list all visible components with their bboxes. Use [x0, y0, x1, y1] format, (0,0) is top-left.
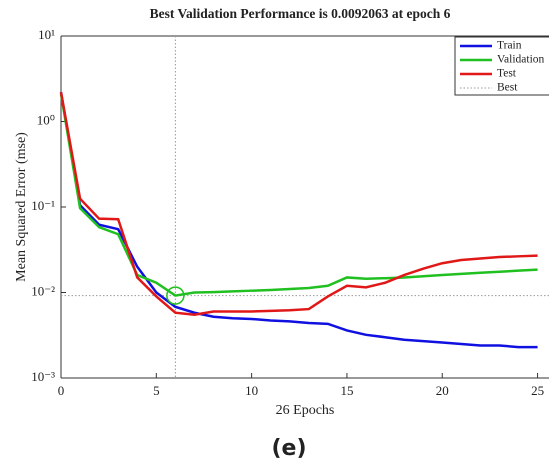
x-tick-label: 10 — [245, 383, 258, 398]
series-line — [59, 92, 538, 349]
legend-label: Test — [497, 68, 517, 80]
y-tick-label: 10⁻² — [31, 283, 55, 298]
y-tick-label: 10⁰ — [37, 112, 55, 127]
x-axis-label: 26 Epochs — [276, 403, 335, 418]
x-tick-label: 20 — [436, 383, 449, 398]
series-line — [59, 93, 538, 297]
legend-label: Best — [497, 82, 518, 94]
y-tick-label: 10⁻¹ — [31, 198, 55, 213]
x-tick-label: 15 — [340, 383, 353, 398]
y-tick-label: 10⁻³ — [31, 369, 55, 384]
y-tick-label: 10¹ — [38, 27, 55, 42]
y-axis-label: Mean Squared Error (mse) — [14, 132, 29, 282]
series-line — [59, 92, 538, 316]
x-tick-label: 0 — [58, 383, 65, 398]
chart-title: Best Validation Performance is 0.0092063… — [150, 6, 451, 21]
legend-label: Train — [497, 40, 522, 52]
x-tick-label: 25 — [531, 383, 544, 398]
caption: (e) — [271, 436, 306, 461]
x-tick-label: 5 — [153, 383, 160, 398]
best-marker — [166, 286, 185, 305]
legend-label: Validation — [497, 54, 545, 66]
